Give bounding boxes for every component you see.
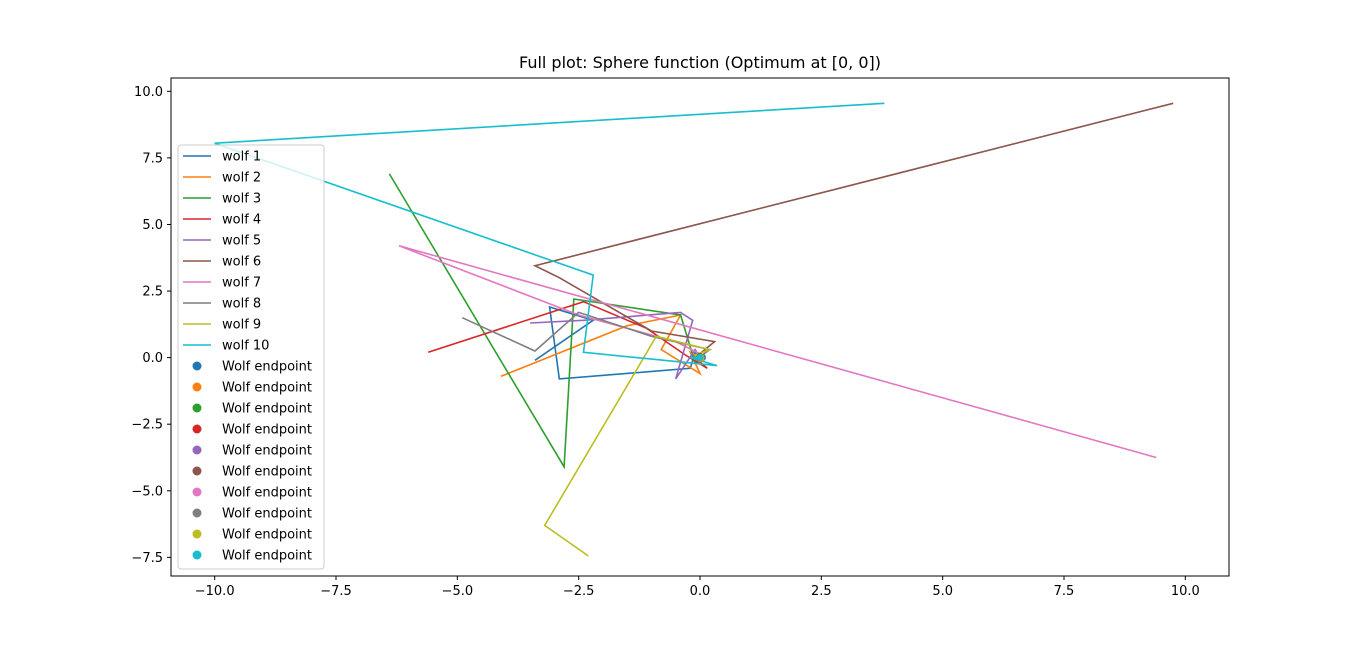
legend-label: Wolf endpoint xyxy=(222,360,312,375)
y-tick-label: 10.0 xyxy=(134,85,163,100)
plot-frame xyxy=(170,77,1230,577)
legend-marker-swatch xyxy=(192,445,202,455)
legend-label: Wolf endpoint xyxy=(222,423,312,438)
legend-marker-swatch xyxy=(192,487,202,497)
y-tick-label: −7.5 xyxy=(131,551,163,566)
y-tick-label: 5.0 xyxy=(142,218,163,233)
legend-label: wolf 10 xyxy=(222,339,269,354)
legend-label: Wolf endpoint xyxy=(222,465,312,480)
legend-marker-swatch xyxy=(192,382,202,392)
y-tick-label: 0.0 xyxy=(142,351,163,366)
series-line-2 xyxy=(500,313,702,378)
legend-label: wolf 7 xyxy=(222,276,261,291)
legend-label: wolf 4 xyxy=(222,213,261,228)
x-tick-label: 0.0 xyxy=(690,584,711,599)
legend-marker-swatch xyxy=(192,403,202,413)
y-tick-label: 2.5 xyxy=(142,285,163,300)
x-tick-label: 5.0 xyxy=(932,584,953,599)
x-tick-label: 2.5 xyxy=(811,584,832,599)
legend-marker-swatch xyxy=(192,550,202,560)
x-tick-label: −5.0 xyxy=(442,584,474,599)
chart-title: Full plot: Sphere function (Optimum at [… xyxy=(519,53,881,72)
legend-label: wolf 3 xyxy=(222,192,261,207)
series-line-7 xyxy=(398,245,1157,459)
series-line-5 xyxy=(530,311,701,380)
series-line-9 xyxy=(543,335,713,557)
series-layer xyxy=(214,102,1174,557)
legend-marker-swatch xyxy=(192,508,202,518)
x-tick-label: −10.0 xyxy=(195,584,235,599)
legend-label: Wolf endpoint xyxy=(222,486,312,501)
series-line-10 xyxy=(214,102,885,367)
series-line-6 xyxy=(532,102,1174,359)
x-tick-label: 7.5 xyxy=(1054,584,1075,599)
x-tick-label: −7.5 xyxy=(320,584,352,599)
legend-label: wolf 1 xyxy=(222,150,261,165)
legend-label: wolf 2 xyxy=(222,171,261,186)
legend-label: wolf 9 xyxy=(222,318,261,333)
legend-marker-swatch xyxy=(192,466,202,476)
axis-layer: −10.0 −7.5 −5.0 −2.5 0.0 2.5 5.0 7.5 10.0 −7.5 −5.… xyxy=(131,85,1199,599)
series-line-4 xyxy=(427,300,708,369)
legend-marker-swatch xyxy=(192,529,202,539)
endpoint-marker-10 xyxy=(696,354,704,362)
legend-label: Wolf endpoint xyxy=(222,549,312,564)
legend-label: wolf 5 xyxy=(222,234,261,249)
x-tick-label: −2.5 xyxy=(563,584,595,599)
legend-label: Wolf endpoint xyxy=(222,444,312,459)
y-tick-label: −2.5 xyxy=(131,418,163,433)
series-line-8 xyxy=(461,311,712,362)
y-tick-label: −5.0 xyxy=(131,484,163,499)
legend-label: Wolf endpoint xyxy=(222,381,312,396)
legend-label: Wolf endpoint xyxy=(222,528,312,543)
legend-label: Wolf endpoint xyxy=(222,402,312,417)
legend-label: Wolf endpoint xyxy=(222,507,312,522)
x-tick-label: 10.0 xyxy=(1171,584,1200,599)
y-tick-label: 7.5 xyxy=(142,151,163,166)
legend-label: wolf 6 xyxy=(222,255,261,270)
legend: wolf 1 wolf 2 wolf 3 wolf 4 wolf 5 wolf 6 wolf… xyxy=(177,144,325,570)
legend-marker-swatch xyxy=(192,424,202,434)
legend-marker-swatch xyxy=(192,361,202,371)
legend-label: wolf 8 xyxy=(222,297,261,312)
legend-box xyxy=(177,144,325,570)
series-line-3 xyxy=(388,173,706,470)
